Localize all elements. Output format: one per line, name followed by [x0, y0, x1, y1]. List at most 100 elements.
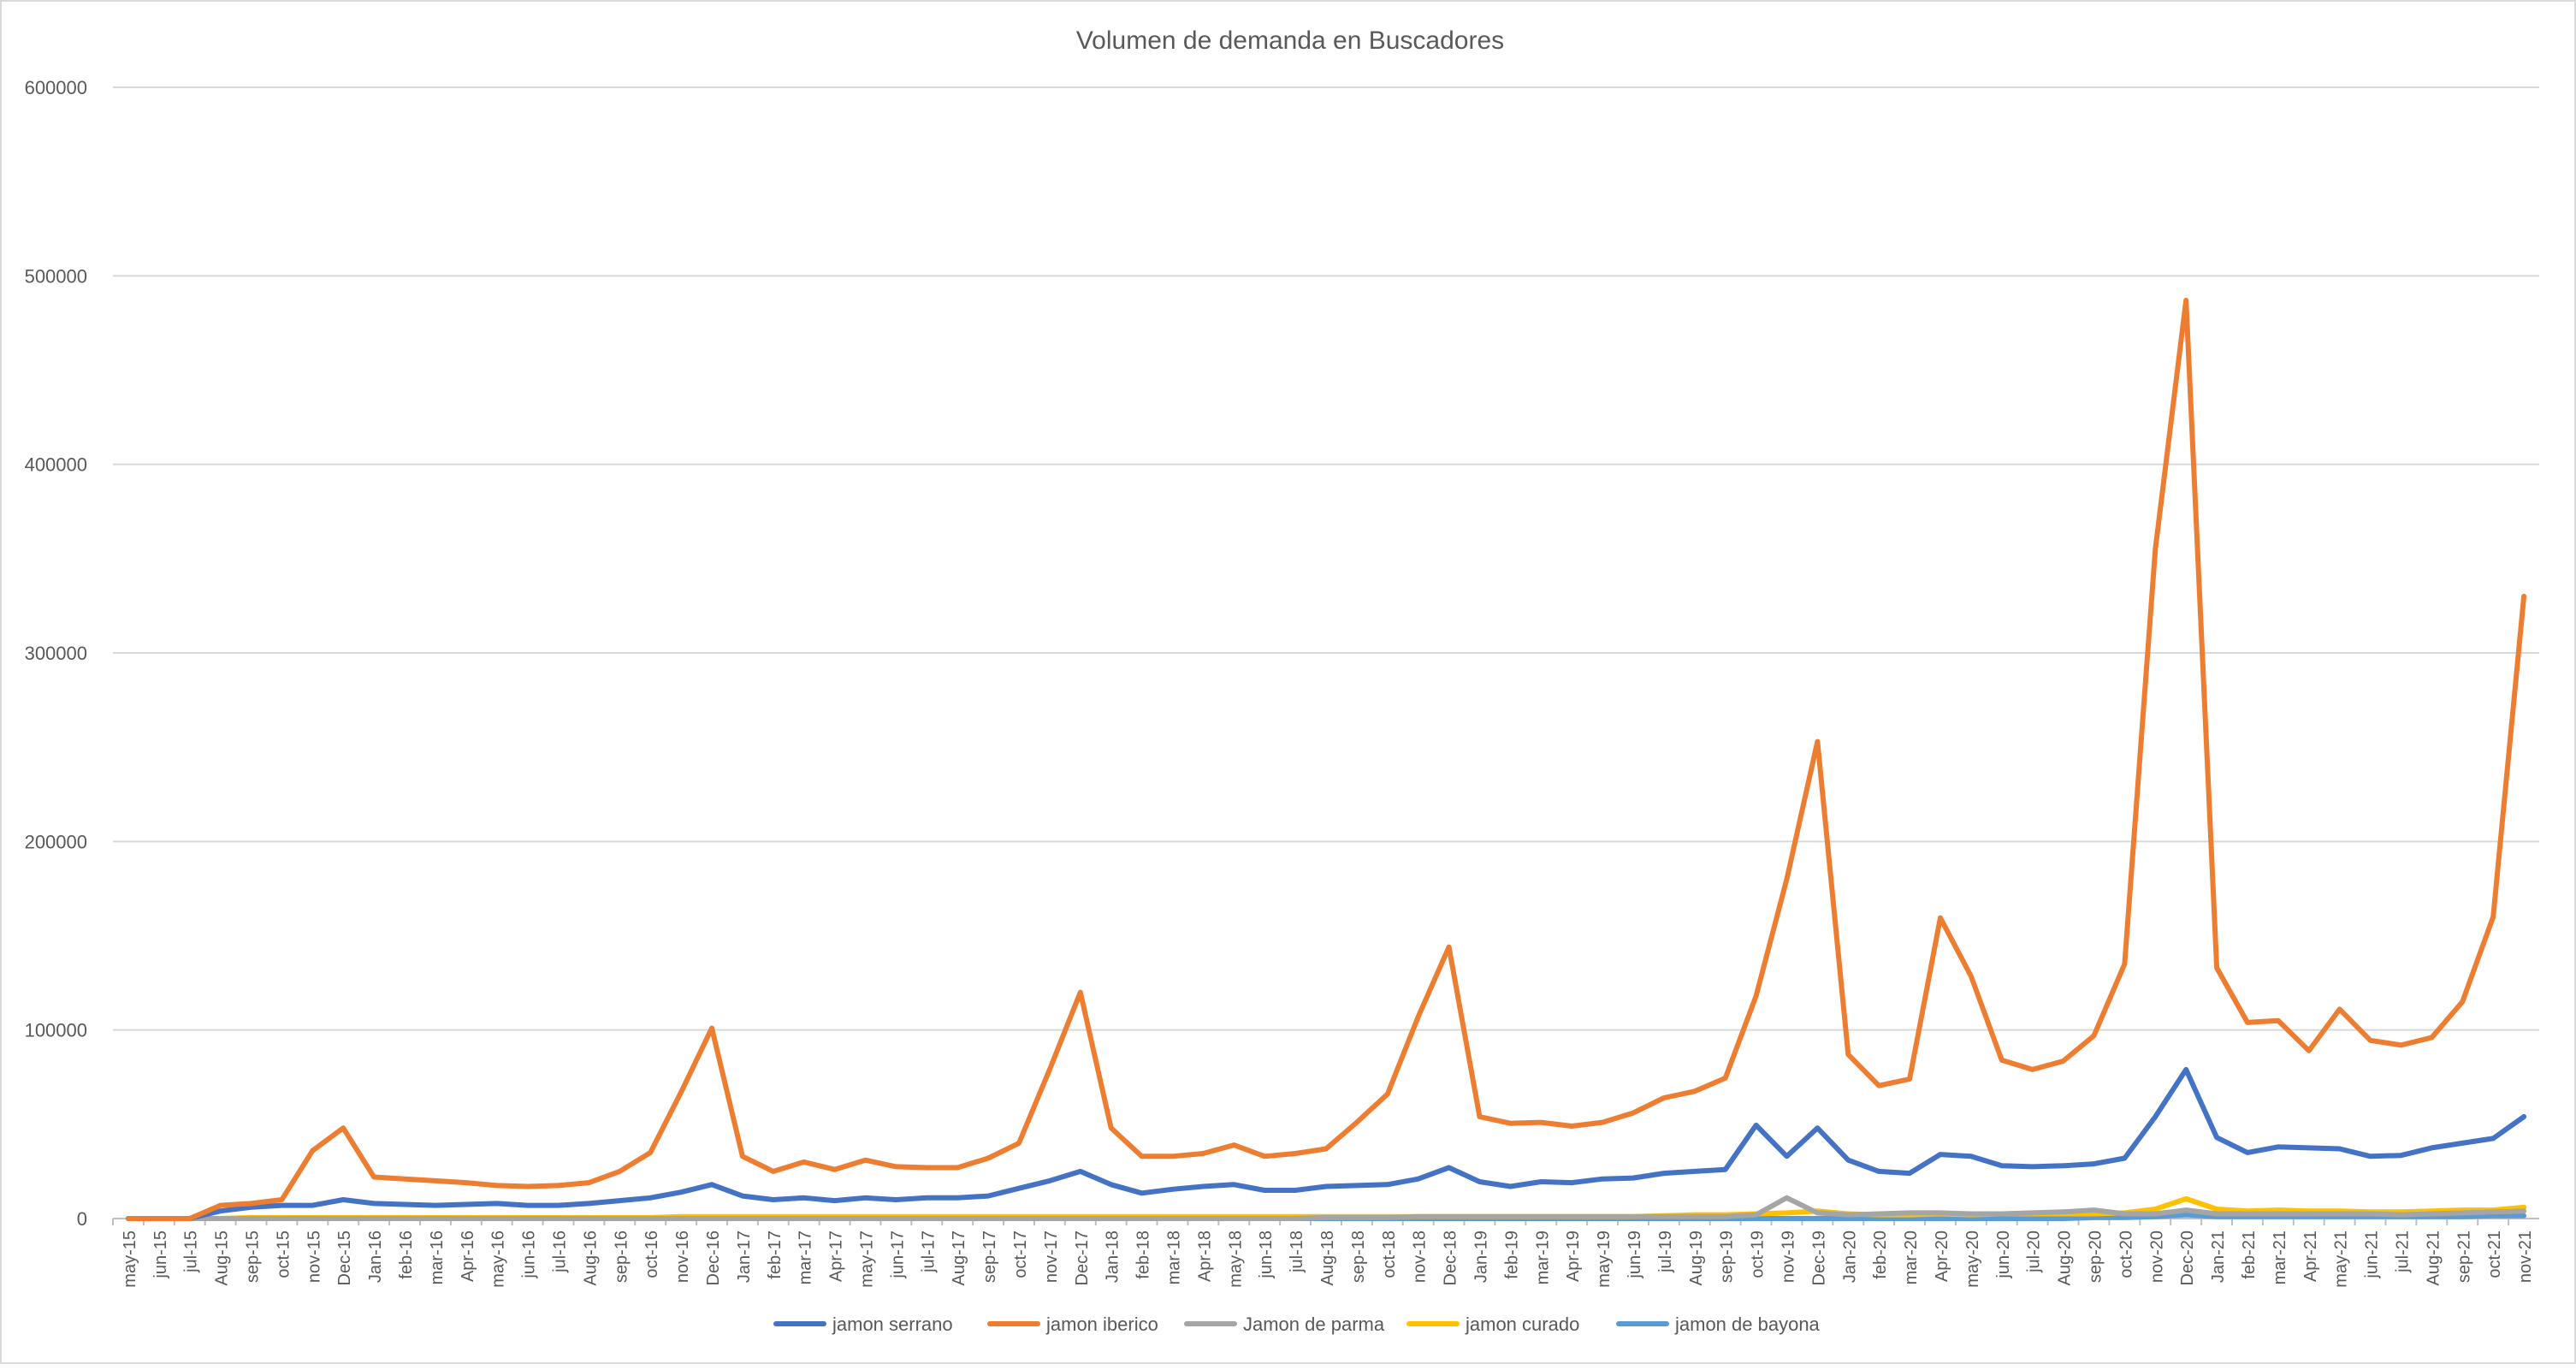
- series-line-jamon-serrano: [125, 1066, 2527, 1221]
- x-tick-label: Aug-15: [213, 1231, 232, 1286]
- series-line-jamon-iberico: [125, 298, 2527, 1221]
- x-tick-label: jul-18: [1288, 1231, 1306, 1273]
- y-tick-label: 100000: [25, 1020, 87, 1041]
- x-tick-label: Dec-19: [1809, 1231, 1828, 1285]
- chart-title: Volumen de demanda en Buscadores: [1076, 27, 1504, 55]
- x-tick-label: oct-16: [643, 1231, 661, 1278]
- x-axis-tick-labels: may-15 jun-15 jul-15 Aug-15 sep-15 oct-15 nov-…: [112, 1219, 2535, 1288]
- x-tick-label: may-21: [2332, 1231, 2351, 1288]
- x-tick-label: Jan-17: [735, 1231, 754, 1283]
- x-tick-label: Apr-18: [1195, 1231, 1214, 1282]
- x-tick-label: Jan-20: [1840, 1231, 1859, 1283]
- y-tick-label: 0: [77, 1208, 87, 1230]
- x-tick-label: sep-20: [2086, 1231, 2105, 1283]
- x-tick-label: nov-15: [305, 1231, 323, 1283]
- x-tick-label: sep-18: [1349, 1231, 1368, 1283]
- x-tick-label: Aug-17: [950, 1231, 968, 1286]
- x-tick-label: sep-15: [244, 1231, 263, 1283]
- x-tick-label: jun-16: [520, 1231, 539, 1279]
- x-tick-label: jun-18: [1257, 1231, 1276, 1279]
- x-tick-label: sep-19: [1718, 1231, 1737, 1283]
- x-tick-label: jun-15: [151, 1231, 170, 1279]
- x-tick-label: nov-17: [1042, 1231, 1061, 1283]
- x-tick-label: Dec-17: [1073, 1231, 1092, 1285]
- y-tick-label: 500000: [25, 265, 87, 287]
- x-tick-label: Jan-16: [366, 1231, 385, 1283]
- x-tick-label: Apr-20: [1933, 1231, 1951, 1282]
- x-tick-label: nov-16: [673, 1231, 692, 1283]
- x-tick-label: Apr-17: [827, 1231, 846, 1282]
- x-tick-label: may-15: [121, 1231, 139, 1288]
- x-tick-label: oct-20: [2117, 1231, 2135, 1278]
- x-tick-label: Apr-19: [1564, 1231, 1583, 1282]
- x-tick-label: jun-19: [1626, 1231, 1644, 1279]
- x-tick-label: feb-17: [766, 1231, 785, 1279]
- x-tick-label: sep-21: [2455, 1231, 2473, 1283]
- x-tick-label: feb-19: [1502, 1231, 1521, 1279]
- x-tick-label: feb-18: [1134, 1231, 1153, 1279]
- x-tick-label: Aug-18: [1318, 1231, 1337, 1286]
- x-tick-label: Apr-16: [459, 1231, 477, 1282]
- x-tick-label: Dec-16: [704, 1231, 723, 1285]
- y-axis-tick-labels: 0 100000 200000 300000 400000 500000 600000: [25, 77, 87, 1230]
- x-tick-label: jul-17: [919, 1231, 938, 1273]
- y-tick-label: 200000: [25, 831, 87, 852]
- x-tick-label: Jan-19: [1472, 1231, 1490, 1283]
- x-tick-label: jun-20: [1994, 1231, 2013, 1279]
- y-tick-label: 300000: [25, 643, 87, 664]
- x-tick-label: nov-20: [2147, 1231, 2166, 1283]
- x-tick-label: feb-20: [1871, 1231, 1890, 1279]
- x-tick-label: Dec-20: [2178, 1231, 2197, 1285]
- x-tick-label: Dec-18: [1442, 1231, 1460, 1285]
- legend-label: jamon curado: [1465, 1314, 1579, 1335]
- x-tick-label: oct-21: [2485, 1231, 2504, 1278]
- x-tick-label: nov-18: [1411, 1231, 1430, 1283]
- gridlines: [113, 86, 2539, 1219]
- x-tick-label: may-20: [1963, 1231, 1982, 1288]
- x-tick-label: mar-21: [2271, 1231, 2289, 1284]
- x-tick-label: sep-17: [980, 1231, 999, 1283]
- y-tick-label: 600000: [25, 77, 87, 98]
- x-tick-label: mar-18: [1165, 1231, 1184, 1284]
- x-tick-label: mar-16: [428, 1231, 447, 1284]
- x-tick-label: jul-19: [1656, 1231, 1675, 1273]
- x-tick-label: Jan-18: [1104, 1231, 1122, 1283]
- x-tick-label: oct-15: [274, 1231, 293, 1278]
- x-tick-label: mar-20: [1902, 1231, 1921, 1284]
- x-tick-label: Apr-21: [2301, 1231, 2320, 1282]
- x-tick-label: oct-17: [1011, 1231, 1030, 1278]
- x-tick-label: may-16: [489, 1231, 508, 1288]
- x-tick-label: oct-19: [1749, 1231, 1768, 1278]
- x-tick-label: jul-16: [551, 1231, 570, 1273]
- legend-label: jamon iberico: [1045, 1314, 1158, 1335]
- x-tick-label: Aug-20: [2056, 1231, 2075, 1286]
- x-tick-label: jul-15: [182, 1231, 201, 1273]
- series-line-jamon-de-parma: [125, 1195, 2527, 1221]
- x-tick-label: feb-21: [2240, 1231, 2259, 1279]
- legend-label: jamon serrano: [832, 1314, 953, 1335]
- x-tick-label: nov-21: [2516, 1231, 2535, 1283]
- legend-label: jamon de bayona: [1674, 1314, 1821, 1335]
- x-tick-label: feb-16: [397, 1231, 416, 1279]
- x-tick-label: oct-18: [1380, 1231, 1399, 1278]
- x-tick-label: Dec-15: [335, 1231, 354, 1285]
- x-tick-label: Aug-16: [581, 1231, 600, 1286]
- x-tick-label: Jan-21: [2209, 1231, 2228, 1283]
- legend: jamon serrano jamon iberico Jamon de parma…: [773, 1314, 1821, 1335]
- x-tick-label: jun-21: [2363, 1231, 2382, 1279]
- legend-label: Jamon de parma: [1243, 1314, 1385, 1335]
- x-tick-label: mar-19: [1533, 1231, 1552, 1284]
- x-tick-label: Aug-19: [1687, 1231, 1706, 1286]
- x-tick-label: jul-20: [2025, 1231, 2044, 1273]
- y-tick-label: 400000: [25, 454, 87, 476]
- x-tick-label: may-19: [1595, 1231, 1614, 1288]
- x-tick-label: sep-16: [612, 1231, 631, 1283]
- x-tick-label: mar-17: [796, 1231, 815, 1284]
- x-tick-label: nov-19: [1779, 1231, 1797, 1283]
- x-tick-label: jul-21: [2393, 1231, 2412, 1273]
- x-tick-label: may-17: [858, 1231, 877, 1288]
- x-tick-label: jun-17: [888, 1231, 907, 1279]
- series-lines: [125, 298, 2527, 1221]
